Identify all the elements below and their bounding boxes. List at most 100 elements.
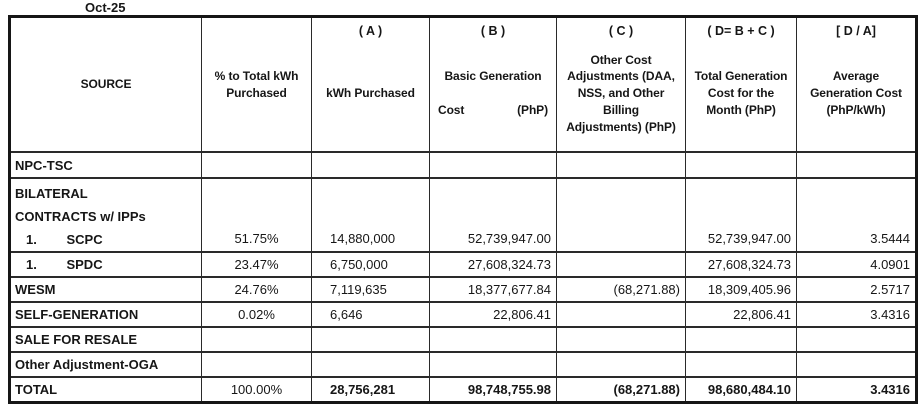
cell-basic-cost xyxy=(429,351,557,378)
cell-pct: 51.75% xyxy=(201,177,312,253)
item-label: SPDC xyxy=(66,257,103,272)
column-label-wrap: SOURCE xyxy=(11,18,201,150)
cell-pct: 24.76% xyxy=(201,276,312,303)
cell-other-adjustments xyxy=(556,351,686,378)
column-label: Other Cost Adjustments (DAA, NSS, and Ot… xyxy=(566,52,676,134)
cell-avg-cost: 3.4316 xyxy=(796,301,917,328)
cell-source: BILATERAL CONTRACTS w/ IPPs 1. SCPC xyxy=(9,177,202,253)
column-label-wrap: ( A ) kWh Purchased xyxy=(313,18,429,150)
column-label-cost: Cost xyxy=(438,102,465,117)
item-label: SCPC xyxy=(66,232,103,247)
cell-total-cost xyxy=(685,351,797,378)
column-label-wrap: % to Total kWh Purchased xyxy=(203,18,311,150)
cell-kwh xyxy=(311,326,430,353)
column-header-kwh: ( A ) kWh Purchased xyxy=(311,15,430,153)
cell-basic-cost xyxy=(429,151,557,179)
cell-pct xyxy=(201,351,312,378)
table-row-self-generation: SELF-GENERATION 0.02% 6,646 22,806.41 22… xyxy=(9,301,917,328)
cell-basic-cost: 27,608,324.73 xyxy=(429,251,557,278)
column-letter: [ D / A] xyxy=(836,24,876,38)
cell-avg-cost xyxy=(796,151,917,179)
cell-pct: 23.47% xyxy=(201,251,312,278)
cell-pct xyxy=(201,151,312,179)
cell-avg-cost: 3.5444 xyxy=(796,177,917,253)
cell-other-adjustments xyxy=(556,251,686,278)
cell-avg-cost xyxy=(796,326,917,353)
cell-total-cost: 98,680,484.10 xyxy=(685,376,797,403)
column-letter: ( B ) xyxy=(480,24,506,38)
cell-pct: 0.02% xyxy=(201,301,312,328)
column-header-avg-cost: [ D / A] Average Generation Cost (PhP/kW… xyxy=(796,15,917,153)
column-label: SOURCE xyxy=(80,77,132,92)
cell-kwh xyxy=(311,351,430,378)
cell-kwh: 28,756,281 xyxy=(311,376,430,403)
cell-kwh: 6,646 xyxy=(311,301,430,328)
column-label-wrap: ( D= B + C ) Total Generation Cost for t… xyxy=(687,18,796,150)
cell-total-cost: 18,309,405.96 xyxy=(685,276,797,303)
column-label: % to Total kWh Purchased xyxy=(214,68,299,100)
column-label-php: (PhP) xyxy=(517,102,548,117)
column-label-wrap: ( C ) Other Cost Adjustments (DAA, NSS, … xyxy=(558,18,685,150)
cell-other-adjustments xyxy=(556,301,686,328)
table-row-spdc: 1. SPDC 23.47% 6,750,000 27,608,324.73 2… xyxy=(9,251,917,278)
cell-kwh xyxy=(311,151,430,179)
cell-source: 1. SPDC xyxy=(9,251,202,278)
column-header-other-adjustments: ( C ) Other Cost Adjustments (DAA, NSS, … xyxy=(556,15,686,153)
cell-kwh: 14,880,000 xyxy=(311,177,430,253)
cell-avg-cost: 2.5717 xyxy=(796,276,917,303)
bilateral-item-line: 1. SCPC xyxy=(15,228,201,250)
cell-avg-cost xyxy=(796,351,917,378)
cell-basic-cost xyxy=(429,326,557,353)
cell-total-cost xyxy=(685,151,797,179)
table-row-wesm: WESM 24.76% 7,119,635 18,377,677.84 (68,… xyxy=(9,276,917,303)
bilateral-label-line1: BILATERAL xyxy=(15,186,88,201)
cell-total-cost: 22,806.41 xyxy=(685,301,797,328)
cell-source: WESM xyxy=(9,276,202,303)
cell-total-cost: 52,739,947.00 xyxy=(685,177,797,253)
cell-source: TOTAL xyxy=(9,376,202,403)
column-label: Basic Generation Cost (PhP) xyxy=(432,52,554,136)
cell-total-cost: 27,608,324.73 xyxy=(685,251,797,278)
column-letter: ( D= B + C ) xyxy=(707,24,775,38)
column-label: kWh Purchased xyxy=(326,86,415,101)
table-row-total: TOTAL 100.00% 28,756,281 98,748,755.98 (… xyxy=(9,376,917,403)
cell-basic-cost: 18,377,677.84 xyxy=(429,276,557,303)
generation-cost-table: SOURCE % to Total kWh Purchased ( A ) kW… xyxy=(8,15,918,404)
cell-basic-cost: 98,748,755.98 xyxy=(429,376,557,403)
column-letter: ( A ) xyxy=(358,24,383,38)
cell-source: SALE FOR RESALE xyxy=(9,326,202,353)
cell-other-adjustments: (68,271.88) xyxy=(556,276,686,303)
column-header-basic-cost: ( B ) Basic Generation Cost (PhP) xyxy=(429,15,557,153)
column-header-pct: % to Total kWh Purchased xyxy=(201,15,312,153)
cell-other-adjustments: (68,271.88) xyxy=(556,376,686,403)
column-label-line1: Basic Generation xyxy=(444,69,542,84)
cell-kwh: 7,119,635 xyxy=(311,276,430,303)
cell-kwh: 6,750,000 xyxy=(311,251,430,278)
cell-basic-cost: 52,739,947.00 xyxy=(429,177,557,253)
cell-other-adjustments xyxy=(556,151,686,179)
header-row: SOURCE % to Total kWh Purchased ( A ) kW… xyxy=(9,15,917,153)
column-label: Average Generation Cost (PhP/kWh) xyxy=(810,69,902,117)
column-header-total-cost: ( D= B + C ) Total Generation Cost for t… xyxy=(685,15,797,153)
table-row-sale-for-resale: SALE FOR RESALE xyxy=(9,326,917,353)
column-letter: ( C ) xyxy=(608,24,634,38)
cell-basic-cost: 22,806.41 xyxy=(429,301,557,328)
table-row-other-adjustment-oga: Other Adjustment-OGA xyxy=(9,351,917,378)
table-row-npc-tsc: NPC-TSC xyxy=(9,151,917,179)
table-row-bilateral-scpc: BILATERAL CONTRACTS w/ IPPs 1. SCPC 51.7… xyxy=(9,177,917,253)
cell-source: NPC-TSC xyxy=(9,151,202,179)
cell-pct: 100.00% xyxy=(201,376,312,403)
cell-source: SELF-GENERATION xyxy=(9,301,202,328)
cell-other-adjustments xyxy=(556,326,686,353)
column-label-wrap: [ D / A] Average Generation Cost (PhP/kW… xyxy=(798,18,916,150)
item-number: 1. xyxy=(26,257,37,272)
column-label-wrap: ( B ) Basic Generation Cost (PhP) xyxy=(431,18,556,150)
cell-total-cost xyxy=(685,326,797,353)
cell-pct xyxy=(201,326,312,353)
report-month-title: Oct-25 xyxy=(85,0,126,15)
item-number: 1. xyxy=(26,232,37,247)
cell-other-adjustments xyxy=(556,177,686,253)
cell-avg-cost: 4.0901 xyxy=(796,251,917,278)
cell-avg-cost: 3.4316 xyxy=(796,376,917,403)
column-label: Total Generation Cost for the Month (PhP… xyxy=(694,69,788,117)
